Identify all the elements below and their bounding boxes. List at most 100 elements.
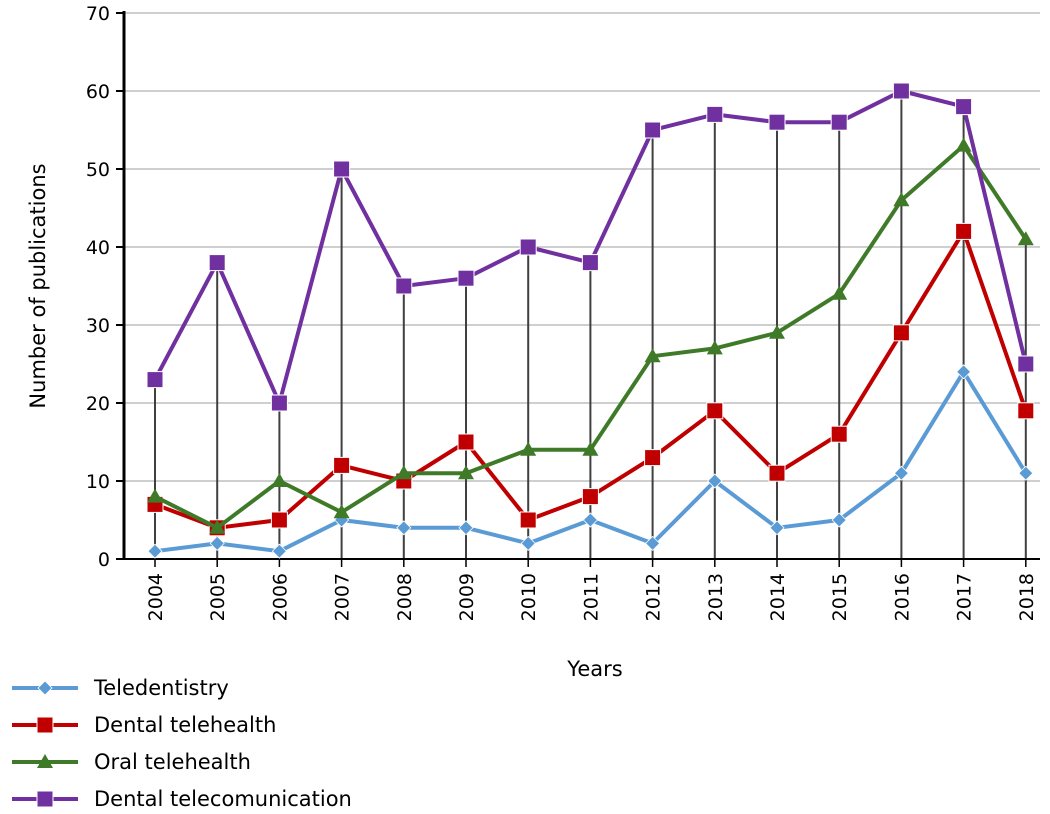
- data-point: [208, 254, 226, 272]
- data-point: [707, 473, 723, 489]
- data-point: [333, 456, 351, 474]
- series-1: [146, 222, 1035, 537]
- data-point: [1017, 402, 1035, 420]
- series-2: [147, 137, 1034, 534]
- data-point: [769, 324, 785, 339]
- data-point: [581, 488, 599, 506]
- data-point: [1017, 231, 1034, 246]
- data-point: [458, 465, 474, 480]
- data-point: [457, 269, 475, 287]
- x-axis-title: Years: [566, 657, 622, 681]
- y-tick-label: 10: [86, 471, 110, 493]
- data-point: [582, 441, 599, 456]
- x-tick-label: 2007: [332, 573, 354, 621]
- legend-swatch-marker: [36, 790, 54, 808]
- data-point: [396, 520, 412, 536]
- x-tick-label: 2009: [456, 573, 478, 621]
- legend-swatch-marker: [37, 754, 53, 768]
- data-point: [270, 394, 288, 412]
- data-point: [581, 254, 599, 272]
- x-tick-label: 2010: [518, 573, 540, 621]
- data-point: [270, 511, 288, 529]
- data-point: [768, 464, 786, 482]
- data-point: [706, 402, 724, 420]
- y-tick-label: 20: [86, 393, 110, 415]
- data-point: [1018, 465, 1034, 481]
- data-point: [519, 238, 537, 256]
- data-point: [644, 449, 662, 467]
- legend-swatch-marker: [36, 716, 54, 734]
- legend-entry: Teledentistry: [12, 676, 229, 700]
- data-point: [147, 488, 163, 503]
- data-point: [956, 364, 972, 380]
- data-point: [706, 340, 723, 355]
- data-point: [457, 433, 475, 451]
- data-point: [955, 222, 973, 240]
- x-tick-label: 2015: [829, 573, 851, 621]
- data-point: [395, 277, 413, 295]
- series-0: [147, 364, 1034, 559]
- data-point: [209, 519, 226, 534]
- data-point: [644, 348, 661, 363]
- x-tick-label: 2012: [643, 573, 665, 621]
- data-point: [769, 520, 785, 536]
- y-tick-label: 30: [86, 315, 110, 337]
- data-point: [831, 285, 848, 300]
- data-point: [955, 98, 973, 116]
- y-tick-label: 60: [86, 81, 110, 103]
- data-point: [893, 465, 909, 481]
- x-tick-label: 2005: [207, 573, 229, 621]
- data-point: [892, 324, 910, 342]
- axes: [116, 11, 1040, 567]
- x-tick-label: 2008: [394, 573, 416, 621]
- data-point: [645, 535, 661, 551]
- data-point: [830, 113, 848, 131]
- data-point: [582, 512, 598, 528]
- y-tick-label: 70: [86, 3, 110, 25]
- data-point: [831, 512, 847, 528]
- data-point: [519, 511, 537, 529]
- legend-label: Dental telecomunication: [94, 787, 352, 811]
- data-point: [768, 113, 786, 131]
- legend-label: Teledentistry: [93, 676, 229, 700]
- legend-label: Dental telehealth: [94, 713, 276, 737]
- data-point: [209, 535, 225, 551]
- drop-lines: [154, 91, 1027, 559]
- x-tick-label: 2016: [891, 573, 913, 621]
- data-point: [146, 371, 164, 389]
- data-point: [395, 465, 412, 480]
- data-point: [706, 105, 724, 123]
- x-tick-label: 2004: [145, 573, 167, 621]
- x-tick-label: 2013: [705, 573, 727, 621]
- data-point: [333, 160, 351, 178]
- data-point: [1017, 355, 1035, 373]
- data-point: [333, 504, 350, 519]
- data-point: [147, 543, 163, 559]
- data-point: [520, 535, 536, 551]
- y-axis-title: Number of publications: [26, 163, 50, 408]
- legend-entry: Dental telecomunication: [12, 787, 352, 811]
- tick-labels: 0 10 20 30 40 50 60 70 2004 2005 2006 2007 2008 2009 2…: [86, 3, 1038, 621]
- x-tick-label: 2014: [767, 573, 789, 621]
- y-tick-label: 40: [86, 237, 110, 259]
- legend-entry: Oral telehealth: [12, 750, 251, 774]
- data-point: [955, 137, 972, 152]
- data-point: [271, 473, 288, 487]
- data-point: [644, 121, 662, 139]
- data-point: [893, 192, 910, 207]
- x-tick-label: 2017: [954, 573, 976, 621]
- data-point: [892, 82, 910, 100]
- data-point: [830, 425, 848, 443]
- x-tick-label: 2006: [269, 573, 291, 621]
- legend-entry: Dental telehealth: [12, 713, 276, 737]
- x-tick-label: 2018: [1016, 573, 1038, 621]
- y-tick-label: 50: [86, 159, 110, 181]
- data-point: [520, 441, 537, 456]
- series-3: [146, 82, 1035, 412]
- data-point: [271, 543, 287, 559]
- legend: Teledentistry Dental telehealth Oral teleh…: [12, 676, 352, 811]
- y-tick-label: 0: [98, 549, 110, 571]
- data-point: [458, 520, 474, 536]
- legend-swatch-marker: [37, 680, 53, 696]
